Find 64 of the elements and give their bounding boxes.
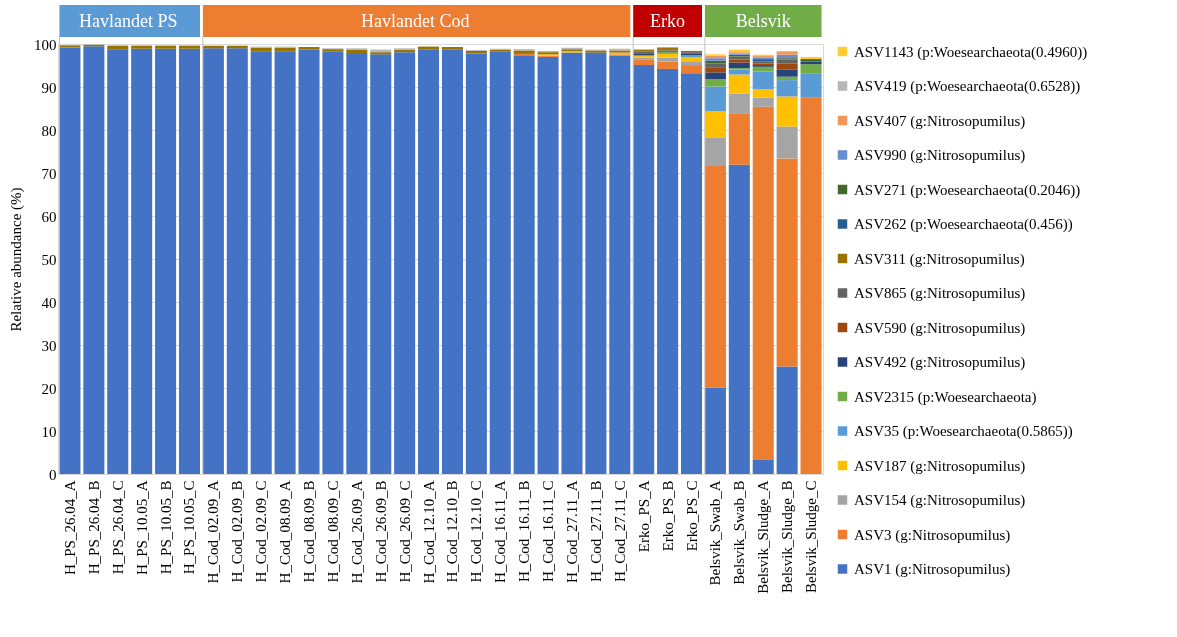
legend-label: ASV2315 (p:Woesearchaeota) (854, 388, 1037, 406)
legend-label: ASV262 (p:Woesearchaeota(0.456)) (854, 216, 1073, 233)
x-tick-label: Belsvik_Sludge_C (803, 480, 820, 594)
x-tick-label: H_Cod_02.09_B (229, 480, 246, 583)
x-tick-label: H_Cod_16.11_B (516, 480, 533, 583)
x-tick-label: H_Cod_27.11_B (587, 480, 604, 583)
x-tick-label: H_Cod_16.11_C (540, 480, 557, 583)
x-tick-label: H_PS_10.05_B (157, 480, 174, 575)
legend-label: ASV1143 (p:Woesearchaeota(0.4960)) (854, 43, 1088, 61)
y-tick-label: 10 (41, 423, 57, 440)
x-tick-label: Erko_PS_A (635, 480, 652, 553)
x-tick-label: H_Cod_02.09_A (205, 480, 222, 584)
x-tick-label: H_Cod_08.09_C (324, 480, 341, 583)
y-tick-label: 40 (41, 294, 57, 311)
legend-label: ASV590 (g:Nitrosopumilus) (854, 319, 1026, 337)
x-tick-label: H_Cod_08.09_B (301, 480, 318, 583)
y-tick-label: 30 (41, 337, 57, 354)
y-tick-label: 70 (41, 165, 57, 182)
x-tick-label: H_Cod_12.10_A (420, 480, 437, 584)
legend-label: ASV865 (g:Nitrosopumilus) (854, 285, 1026, 302)
legend-label: ASV311 (g:Nitrosopumilus) (854, 250, 1025, 268)
x-tick-label: H_Cod_12.10_C (468, 480, 485, 583)
y-axis-title: Relative abundance (%) (8, 187, 25, 332)
x-tick-label: H_Cod_16.11_A (492, 480, 509, 583)
y-tick-label: 90 (41, 79, 57, 96)
text: Havlandet Cod (360, 11, 470, 31)
x-tick-label: H_Cod_27.11_A (563, 480, 580, 583)
x-tick-label: H_Cod_26.09_B (372, 480, 389, 583)
y-tick-label: 50 (41, 251, 57, 268)
legend-label: ASV271 (p:Woesearchaeota(0.2046)) (854, 181, 1081, 199)
legend-label: ASV154 (g:Nitrosopumilus) (854, 492, 1026, 509)
legend-label: ASV35 (p:Woesearchaeota(0.5865)) (854, 423, 1073, 440)
x-tick-label: H_Cod_26.09_A (348, 480, 365, 584)
x-tick-label: H_Cod_26.09_C (396, 480, 413, 583)
text: Belsvik (735, 11, 791, 31)
text: Havlandet PS (79, 11, 178, 31)
x-tick-label: Erko_PS_B (659, 480, 676, 552)
x-tick-label: Belsvik_Sludge_B (779, 480, 796, 594)
legend-label: ASV1 (g:Nitrosopumilus) (854, 561, 1011, 578)
y-tick-label: 60 (41, 208, 57, 225)
x-tick-label: H_PS_26.04_C (109, 480, 126, 575)
legend-label: ASV407 (g:Nitrosopumilus) (854, 112, 1026, 130)
x-tick-label: H_PS_26.04_A (61, 480, 78, 576)
y-tick-label: 0 (49, 466, 57, 483)
x-tick-label: H_Cod_12.10_B (444, 480, 461, 583)
text: Erko (650, 11, 686, 31)
x-tick-label: H_Cod_02.09_C (253, 480, 270, 583)
legend-label: ASV187 (g:Nitrosopumilus) (854, 457, 1026, 475)
legend-label: ASV419 (p:Woesearchaeota(0.6528)) (854, 78, 1081, 95)
x-tick-label: H_PS_10.05_A (133, 480, 150, 576)
legend-label: ASV3 (g:Nitrosopumilus) (854, 526, 1011, 544)
x-tick-label: Belsvik_Swab_B (731, 480, 748, 585)
legend-label: ASV990 (g:Nitrosopumilus) (854, 147, 1026, 164)
x-tick-label: H_PS_10.05_C (181, 480, 198, 575)
x-tick-label: Belsvik_Swab_A (707, 480, 724, 586)
x-tick-label: Belsvik_Sludge_A (755, 480, 772, 594)
x-tick-label: H_Cod_08.09_A (277, 480, 294, 584)
y-tick-label: 20 (41, 380, 57, 397)
x-tick-label: H_PS_26.04_B (85, 480, 102, 575)
x-tick-label: H_Cod_27.11_C (611, 480, 628, 583)
y-tick-label: 100 (34, 36, 57, 53)
legend-label: ASV492 (g:Nitrosopumilus) (854, 354, 1026, 371)
x-tick-label: Erko_PS_C (683, 480, 700, 552)
y-tick-label: 80 (41, 122, 57, 139)
